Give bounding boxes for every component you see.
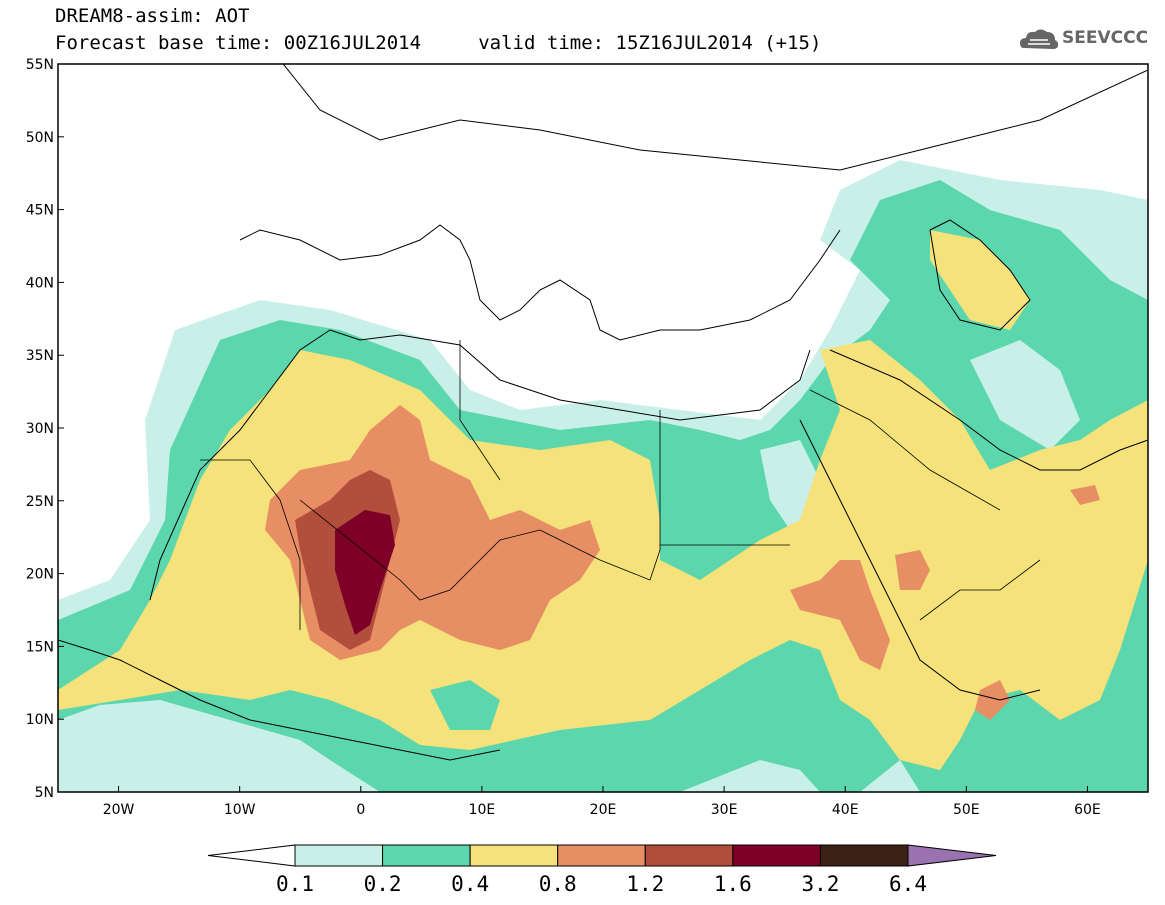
aot-contour-0.8-gulf: [1070, 485, 1100, 505]
aot-field: [58, 64, 1148, 792]
colorbar-segment: [644, 844, 734, 867]
country-borders: [200, 340, 1041, 630]
lon-label: 30E: [711, 802, 738, 818]
lon-label: 20E: [590, 802, 617, 818]
colorbar-under-triangle: [207, 844, 296, 867]
lon-label: 20W: [103, 802, 135, 818]
lon-labels: 20W 10W 0 10E 20E 30E 40E 50E 60E: [103, 802, 1101, 818]
colorbar-label: 0.4: [451, 872, 490, 896]
colorbar: [207, 844, 997, 867]
aot-contour-0.1-iran: [970, 340, 1080, 450]
colorbar-label: 1.2: [626, 872, 665, 896]
lat-label: 35N: [26, 348, 54, 364]
colorbar-segment: [732, 844, 821, 867]
colorbar-label: 0.1: [276, 872, 314, 896]
lon-tick-marks: [118, 786, 1088, 792]
colorbar-segment: [294, 844, 384, 867]
lat-label: 15N: [26, 639, 54, 655]
colorbar-label: 3.2: [801, 872, 840, 896]
colorbar-segment: [469, 844, 559, 867]
lat-label: 5N: [35, 785, 54, 801]
lat-label: 55N: [26, 57, 54, 73]
aot-contour-0.4-caspian: [930, 230, 1030, 330]
lat-label: 10N: [26, 712, 54, 728]
lon-label: 40E: [832, 802, 859, 818]
lat-label: 25N: [26, 494, 54, 510]
lon-label: 0: [356, 802, 365, 818]
aot-contour-0.8-somalia: [975, 680, 1010, 720]
lon-label: 10W: [224, 802, 256, 818]
lon-label: 10E: [469, 802, 496, 818]
lat-tick-marks: [58, 63, 64, 793]
colorbar-label: 6.4: [889, 872, 927, 896]
colorbar-label: 1.6: [713, 872, 752, 896]
lon-label: 50E: [953, 802, 980, 818]
lon-label: 60E: [1074, 802, 1101, 818]
lat-label: 50N: [26, 130, 54, 146]
aot-contour-0.8-ethiopia: [790, 560, 890, 670]
colorbar-segment: [557, 844, 646, 867]
colorbar-over-triangle: [907, 844, 997, 867]
coastlines: [58, 64, 1148, 761]
map-title: DREAM8-assim: AOT: [55, 5, 250, 27]
forecast-time-line: Forecast base time: 00Z16JUL2014 valid t…: [55, 32, 822, 54]
aot-contour-1.6: [335, 510, 395, 635]
lat-label: 30N: [26, 421, 54, 437]
lat-labels: 55N 50N 45N 40N 35N 30N 25N 20N 15N 10N 5N: [26, 57, 54, 801]
colorbar-label: 0.8: [538, 872, 577, 896]
lat-label: 45N: [26, 203, 54, 219]
aot-contour-0.2-sahel: [430, 680, 500, 730]
lat-label: 40N: [26, 275, 54, 291]
lat-label: 20N: [26, 567, 54, 583]
colorbar-segment: [382, 844, 471, 867]
logo-text: SEEVCCC: [1062, 28, 1149, 48]
colorbar-segment: [819, 844, 909, 867]
aot-contour-0.8-arabia: [895, 550, 930, 590]
colorbar-label: 0.2: [363, 872, 402, 896]
seevccc-cloud-logo-icon: [1020, 29, 1059, 49]
